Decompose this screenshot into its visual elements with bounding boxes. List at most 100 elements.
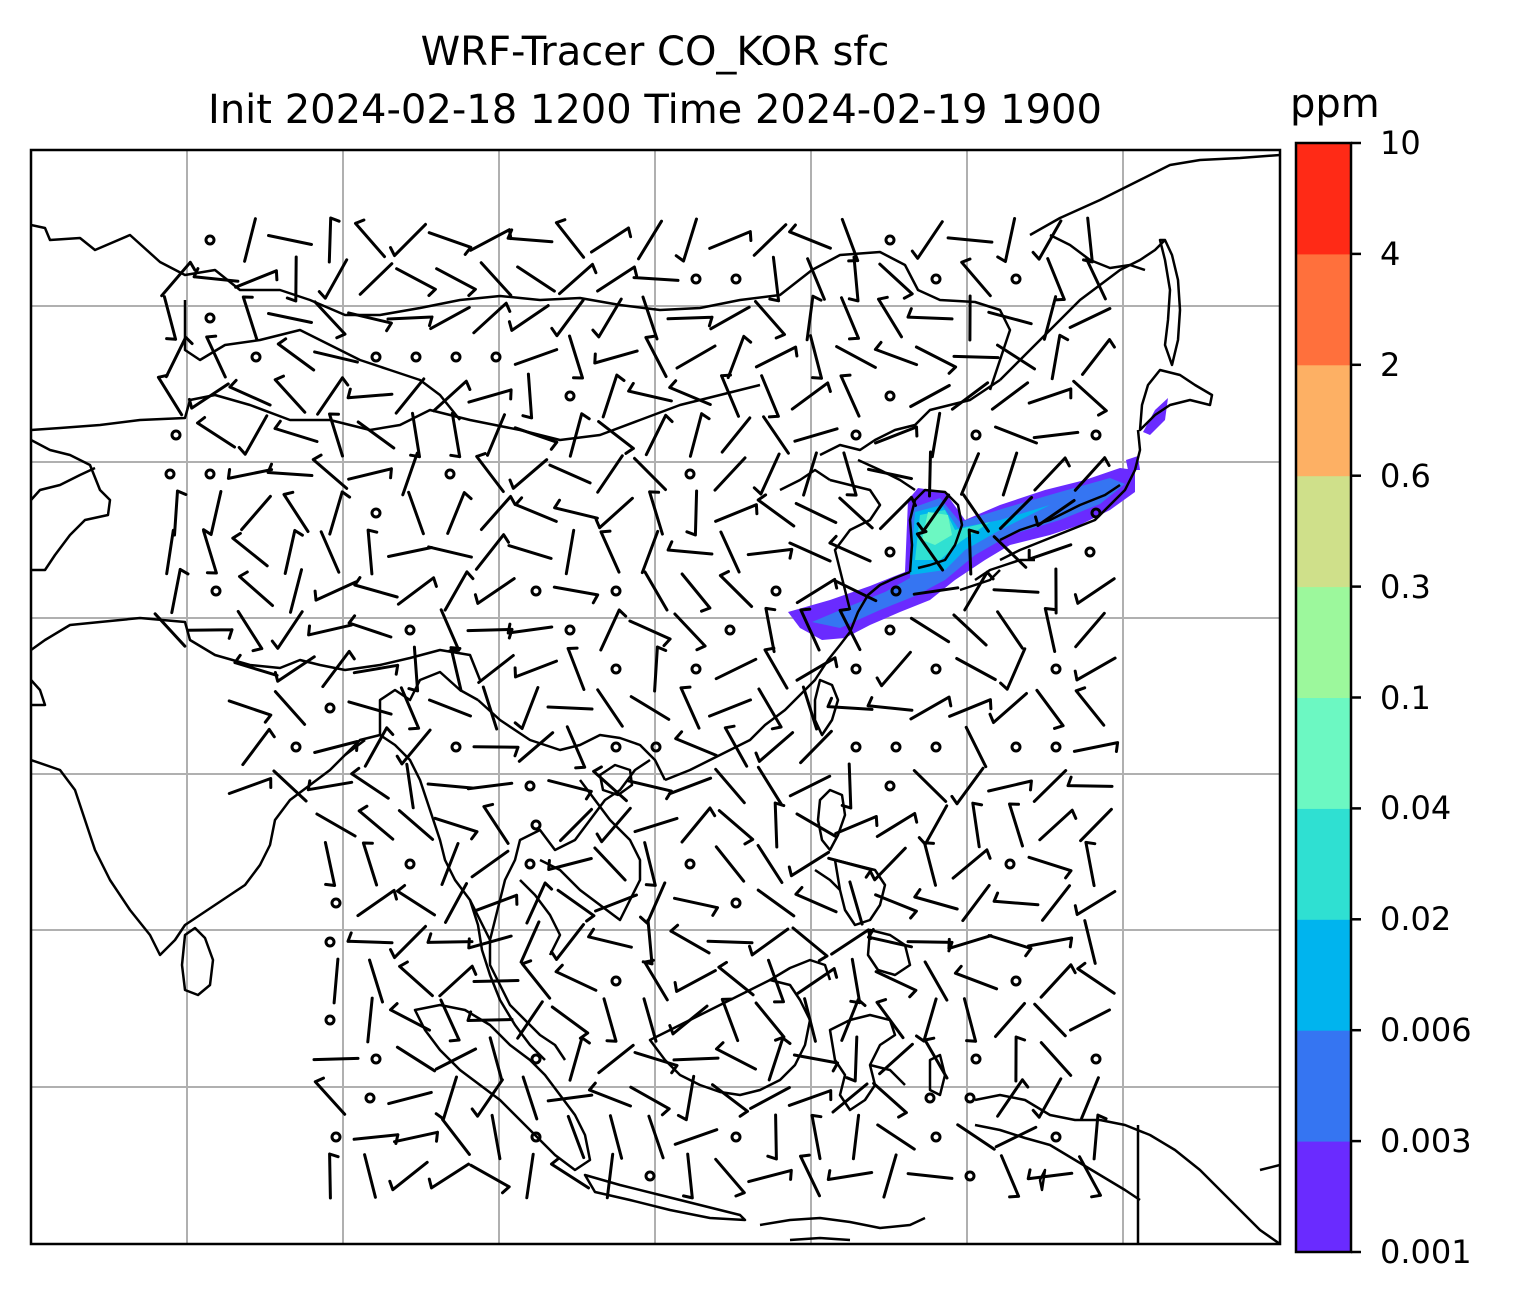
wind-barb (346, 931, 394, 945)
wind-barb (313, 350, 359, 364)
calm-marker (850, 741, 862, 753)
wind-barb (426, 782, 474, 790)
wind-barb (641, 918, 654, 966)
wind-barb (803, 997, 817, 1043)
wind-barb (594, 893, 638, 913)
wind-barb (1072, 741, 1120, 753)
wind-barb (482, 802, 510, 845)
wind-barb (352, 1133, 400, 1145)
wind-barb (955, 657, 997, 681)
colorbar-tick-label: 10 (1380, 124, 1421, 162)
wind-barb (680, 806, 717, 844)
wind-barb (709, 305, 751, 331)
wind-barb (849, 957, 862, 1005)
calm-marker (564, 390, 576, 402)
wind-barb (428, 698, 472, 718)
wind-barb (521, 1075, 539, 1121)
wind-barb (347, 467, 393, 481)
wind-barb (472, 301, 512, 335)
wind-barb (596, 688, 624, 728)
wind-barb (909, 616, 951, 644)
wind-barb (877, 295, 903, 339)
wind-barb (835, 345, 877, 369)
wind-barb (1026, 1168, 1074, 1181)
wind-barb (1072, 379, 1108, 417)
wind-barb (354, 218, 386, 259)
wind-barb (594, 496, 634, 530)
wind-barb (960, 452, 980, 496)
calm-marker (364, 1092, 376, 1104)
wind-barb (234, 269, 279, 289)
wind-barb (307, 623, 353, 637)
wind-barb (1027, 855, 1073, 880)
calm-marker (964, 1092, 976, 1104)
calm-marker (1090, 429, 1102, 441)
wind-barb (629, 1085, 671, 1117)
wind-barb (795, 812, 837, 838)
wind-barb (679, 685, 701, 730)
calm-marker (404, 858, 416, 870)
wind-barb (714, 845, 746, 883)
wind-barb (951, 848, 992, 880)
chart-title: WRF-Tracer CO_KOR sfc (420, 29, 890, 75)
wind-barb (516, 265, 556, 293)
wind-barb (319, 530, 341, 574)
wind-barb (358, 262, 394, 296)
wind-barb (633, 816, 679, 834)
wind-barb (641, 295, 659, 341)
wind-barb (826, 1169, 874, 1181)
wind-barb (565, 725, 587, 770)
wind-barb (1083, 919, 1097, 965)
wind-barb (429, 305, 471, 331)
wind-barb (644, 334, 668, 378)
wind-barb (435, 267, 477, 297)
wind-barb (556, 888, 596, 923)
wind-barb (1074, 686, 1106, 727)
wind-barb (550, 923, 585, 961)
calm-marker (324, 702, 336, 714)
wind-barb (963, 570, 995, 612)
wind-barb (752, 452, 781, 496)
wind-barb (673, 1128, 719, 1146)
wind-barb (395, 267, 437, 297)
wind-barb (882, 1153, 898, 1199)
calm-marker (370, 1053, 382, 1065)
wind-barb (1073, 656, 1117, 682)
wind-barb (714, 1157, 746, 1198)
calm-marker (204, 468, 216, 480)
wind-barb (317, 258, 349, 300)
wind-barb (525, 1152, 535, 1200)
wind-barb (520, 959, 552, 1000)
calm-marker (690, 663, 702, 675)
wind-barb (708, 698, 752, 718)
wind-barb (756, 844, 784, 884)
wind-barb (791, 926, 829, 963)
wind-barb (987, 934, 1033, 958)
wind-barb (956, 1123, 996, 1151)
wind-barb (488, 1036, 504, 1082)
wind-barb (869, 846, 907, 882)
wind-barb (347, 700, 393, 716)
wind-barb (950, 766, 985, 806)
wind-barb (912, 769, 948, 803)
calm-marker (1050, 741, 1062, 753)
wind-barb (839, 373, 861, 418)
wind-barb (347, 311, 393, 333)
wind-barb (591, 297, 623, 339)
calm-marker (204, 234, 216, 246)
wind-barb (327, 216, 341, 264)
wind-barb (680, 572, 712, 613)
wind-barb (682, 1152, 694, 1200)
wind-barb (720, 373, 740, 418)
wind-barb (347, 614, 393, 639)
wind-barb (1068, 307, 1112, 329)
wind-barb (756, 888, 796, 918)
wind-barb (909, 384, 951, 408)
wind-barb (467, 388, 513, 404)
wind-barb (1066, 775, 1114, 788)
calm-wind-markers (164, 234, 1102, 1182)
wind-barb (826, 696, 874, 711)
calm-marker (644, 1170, 656, 1182)
wind-barb (971, 801, 984, 849)
